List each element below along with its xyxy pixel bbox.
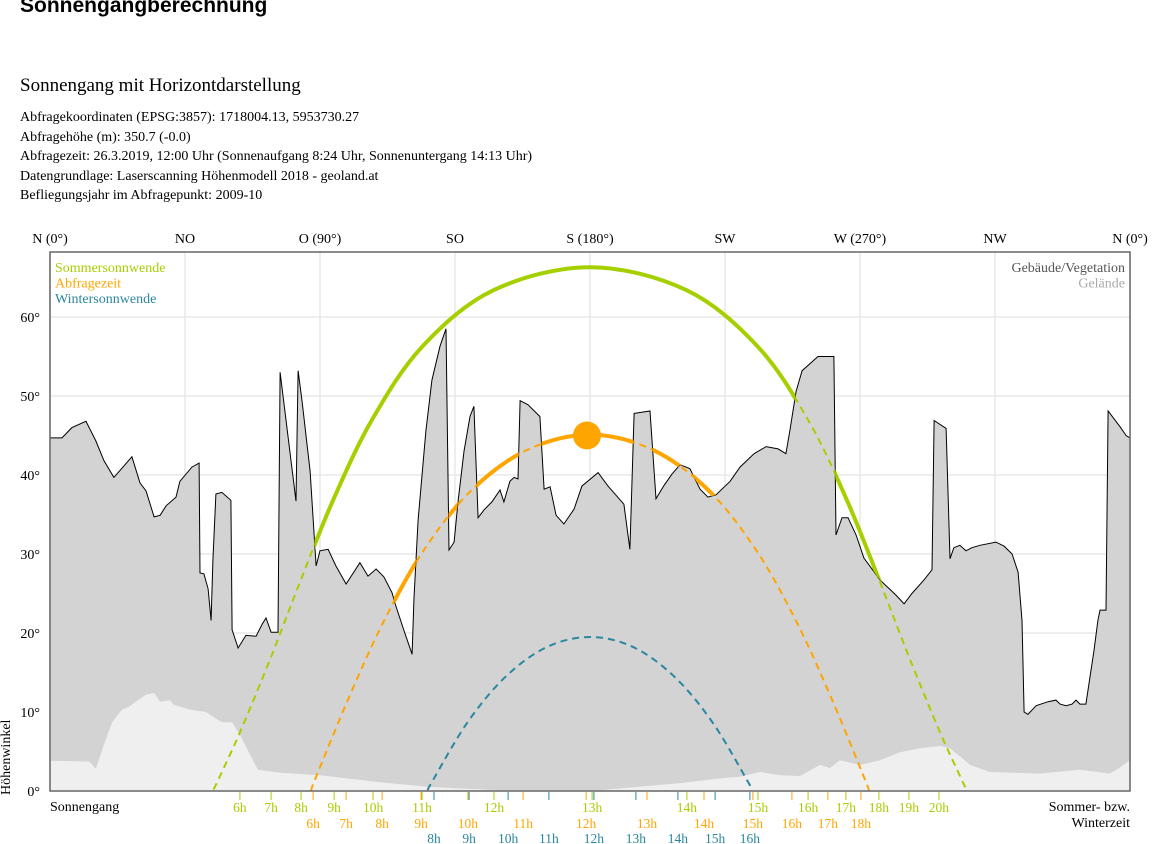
hour-label: 7h bbox=[264, 800, 278, 815]
buildings-area bbox=[50, 328, 1130, 791]
direction-label: NO bbox=[175, 232, 195, 247]
hour-label: 14h bbox=[677, 800, 698, 815]
y-tick-label: 50° bbox=[20, 390, 40, 405]
query-info: Abfragekoordinaten (EPSG:3857): 1718004.… bbox=[20, 108, 532, 206]
hour-label: 6h bbox=[233, 800, 247, 815]
sunpath-label: Sonnengang bbox=[50, 800, 119, 815]
y-tick-label: 60° bbox=[20, 311, 40, 326]
hour-label: 10h bbox=[363, 800, 384, 815]
info-time: Abfragezeit: 26.3.2019, 12:00 Uhr (Sonne… bbox=[20, 149, 533, 164]
hour-label: 16h bbox=[740, 831, 761, 844]
hour-label: 11h bbox=[539, 831, 559, 844]
hour-label: 12h bbox=[576, 816, 597, 831]
direction-label: W (270°) bbox=[834, 232, 887, 247]
hour-label: 20h bbox=[929, 800, 950, 815]
direction-label: N (0°) bbox=[32, 232, 68, 247]
hour-label: 8h bbox=[427, 831, 441, 844]
hour-label: 15h bbox=[743, 816, 764, 831]
hour-label: 13h bbox=[637, 816, 658, 831]
y-axis-label: Höhenwinkel bbox=[0, 719, 14, 795]
direction-label: SO bbox=[446, 232, 464, 247]
legend-entry: Abfragezeit bbox=[55, 277, 121, 292]
hour-label: 9h bbox=[327, 800, 341, 815]
direction-label: S (180°) bbox=[566, 232, 614, 247]
hour-label: 18h bbox=[869, 800, 890, 815]
hour-label: 17h bbox=[818, 816, 839, 831]
y-tick-label: 20° bbox=[20, 627, 40, 642]
hour-label: 10h bbox=[498, 831, 519, 844]
direction-label: SW bbox=[715, 232, 737, 247]
hour-label: 17h bbox=[836, 800, 857, 815]
hour-label: 16h bbox=[782, 816, 803, 831]
legend-buildings: Gebäude/Vegetation bbox=[1011, 261, 1125, 276]
page-title: Sonnengangberechnung bbox=[20, 0, 268, 17]
plot-frame bbox=[49, 251, 1131, 792]
hour-label: 11h bbox=[412, 800, 432, 815]
time-note-line2: Winterzeit bbox=[1071, 816, 1130, 831]
legend-entry: Sommersonnwende bbox=[55, 261, 165, 276]
hour-label: 15h bbox=[748, 800, 769, 815]
time-note-line1: Sommer- bzw. bbox=[1049, 800, 1130, 815]
sunpath-hidden-2 bbox=[426, 635, 754, 791]
y-tick-label: 30° bbox=[20, 548, 40, 563]
y-tick-label: 10° bbox=[20, 706, 40, 721]
hour-label: 8h bbox=[375, 816, 389, 831]
sun-marker bbox=[573, 421, 601, 450]
y-tick-label: 0° bbox=[27, 785, 40, 800]
info-data-source: Datengrundlage: Laserscanning Höhenmodel… bbox=[20, 168, 379, 184]
hour-label: 12h bbox=[484, 800, 505, 815]
hour-label: 11h bbox=[513, 816, 533, 831]
hour-label: 9h bbox=[414, 816, 428, 831]
hour-label: 18h bbox=[851, 816, 872, 831]
hour-label: 15h bbox=[705, 831, 726, 844]
y-tick-label: 40° bbox=[20, 469, 40, 484]
hour-label: 14h bbox=[694, 816, 715, 831]
hour-label: 7h bbox=[339, 816, 353, 831]
hour-label: 13h bbox=[626, 831, 647, 844]
legend-terrain: Gelände bbox=[1078, 277, 1125, 292]
direction-label: N (0°) bbox=[1112, 232, 1148, 247]
info-coordinates: Abfragekoordinaten (EPSG:3857): 1718004.… bbox=[20, 110, 360, 125]
hour-label: 16h bbox=[798, 800, 819, 815]
hour-label: 13h bbox=[582, 800, 603, 815]
direction-label: O (90°) bbox=[299, 232, 342, 247]
horizon-outline bbox=[50, 328, 1130, 716]
info-height: Abfragehöhe (m): 350.7 (-0.0) bbox=[20, 129, 191, 145]
info-flight-year: Befliegungsjahr im Abfragepunkt: 2009-10 bbox=[20, 188, 263, 203]
hour-label: 12h bbox=[584, 831, 605, 844]
chart-heading: Sonnengang mit Horizontdarstellung bbox=[20, 75, 301, 96]
hour-label: 10h bbox=[458, 816, 479, 831]
hour-label: 14h bbox=[668, 831, 689, 844]
hour-label: 6h bbox=[306, 816, 320, 831]
direction-label: NW bbox=[983, 232, 1007, 247]
hour-label: 9h bbox=[462, 831, 476, 844]
legend-entry: Wintersonnwende bbox=[55, 292, 156, 307]
hour-label: 8h bbox=[294, 800, 308, 815]
hour-label: 19h bbox=[899, 800, 920, 815]
